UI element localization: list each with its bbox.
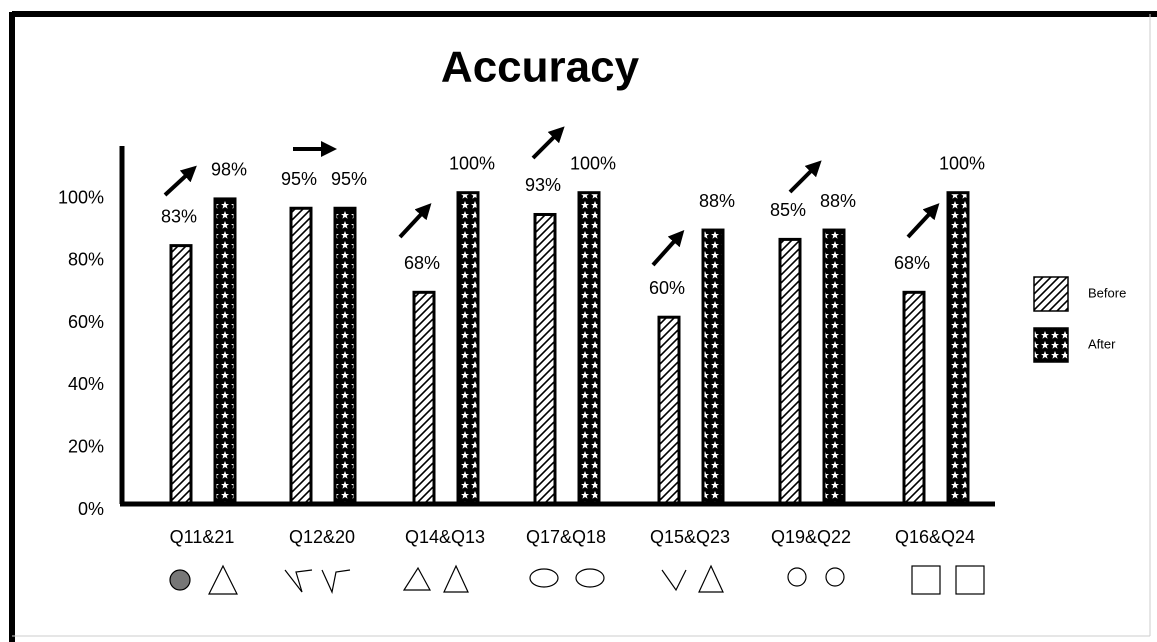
bar bbox=[456, 191, 480, 506]
y-tick-label: 60% bbox=[68, 312, 104, 332]
bar bbox=[902, 290, 926, 506]
arrow bbox=[163, 165, 197, 197]
value-label: 100% bbox=[939, 153, 985, 173]
x-tick-label: Q12&20 bbox=[289, 527, 355, 547]
icon bbox=[698, 564, 724, 593]
y-tick-label: 100% bbox=[58, 187, 104, 207]
icon bbox=[787, 567, 807, 587]
bar bbox=[577, 191, 601, 506]
icon bbox=[911, 565, 941, 595]
arrow bbox=[651, 230, 685, 267]
arrow bbox=[788, 160, 822, 194]
icon bbox=[529, 568, 559, 588]
x-tick-label: Q14&Q13 bbox=[405, 527, 485, 547]
legend-swatch bbox=[1033, 327, 1069, 363]
value-label: 100% bbox=[449, 153, 495, 173]
icon bbox=[575, 568, 605, 588]
value-label: 68% bbox=[894, 253, 930, 273]
bar bbox=[333, 206, 357, 506]
arrows bbox=[163, 126, 940, 267]
value-label: 60% bbox=[649, 278, 685, 298]
value-label: 98% bbox=[211, 160, 247, 180]
icons bbox=[169, 564, 985, 595]
legend-label: After bbox=[1088, 336, 1116, 351]
value-label: 88% bbox=[820, 191, 856, 211]
arrow bbox=[531, 126, 565, 160]
bar bbox=[213, 197, 237, 506]
x-tick-label: Q17&Q18 bbox=[526, 527, 606, 547]
value-label: 93% bbox=[525, 175, 561, 195]
legend-label: Before bbox=[1088, 285, 1126, 300]
value-label: 100% bbox=[570, 153, 616, 173]
bar bbox=[657, 315, 681, 506]
chart-title: Accuracy bbox=[441, 43, 640, 92]
bar bbox=[822, 228, 846, 506]
bar bbox=[289, 206, 313, 506]
bar bbox=[946, 191, 970, 506]
y-tick-label: 40% bbox=[68, 374, 104, 394]
bar bbox=[778, 237, 802, 506]
x-tick-label: Q19&Q22 bbox=[771, 527, 851, 547]
bar bbox=[412, 290, 436, 506]
icon bbox=[208, 564, 238, 595]
value-label: 85% bbox=[770, 200, 806, 220]
bar bbox=[169, 244, 193, 506]
x-tick-label: Q16&Q24 bbox=[895, 527, 975, 547]
y-tick-label: 0% bbox=[78, 499, 104, 519]
arrow bbox=[398, 203, 432, 239]
value-label: 88% bbox=[699, 191, 735, 211]
x-tick-label: Q15&Q23 bbox=[650, 527, 730, 547]
x-tick-label: Q11&21 bbox=[170, 527, 235, 547]
bar bbox=[533, 212, 557, 506]
bar bbox=[701, 228, 725, 506]
value-label: 95% bbox=[331, 169, 367, 189]
y-tick-label: 80% bbox=[68, 250, 104, 270]
value-label: 83% bbox=[161, 206, 197, 226]
legend-swatch bbox=[1033, 276, 1069, 312]
icon bbox=[443, 564, 469, 593]
icon bbox=[661, 569, 687, 592]
arrow bbox=[906, 203, 940, 239]
icon bbox=[169, 569, 191, 591]
icon bbox=[825, 567, 845, 587]
y-tick-label: 20% bbox=[68, 436, 104, 456]
icon bbox=[284, 569, 313, 593]
icon bbox=[321, 569, 351, 594]
value-label: 68% bbox=[404, 253, 440, 273]
icon bbox=[955, 565, 985, 595]
value-label: 95% bbox=[281, 169, 317, 189]
icon bbox=[402, 566, 432, 591]
